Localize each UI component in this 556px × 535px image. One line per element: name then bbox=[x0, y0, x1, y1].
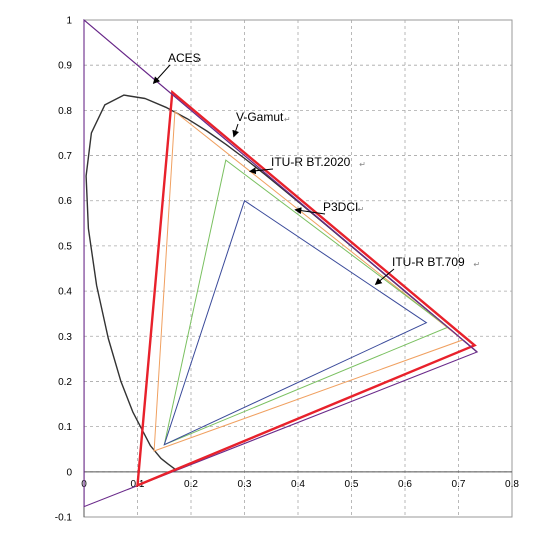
callout-label: V-Gamut bbox=[236, 110, 284, 124]
callout-p3dci: P3DCI ↵ bbox=[294, 200, 365, 215]
x-tick-label: 0.5 bbox=[345, 479, 359, 490]
tick-labels: 0 0.1 0.2 0.3 0.4 0.5 0.6 0.7 0.8-0.100.10.20.30… bbox=[55, 16, 520, 524]
y-tick-label: 0.4 bbox=[58, 287, 72, 298]
callout-label: ITU-R BT.709 bbox=[392, 255, 465, 269]
y-tick-label: 1 bbox=[66, 16, 72, 27]
return-mark: ↵ bbox=[196, 56, 203, 65]
y-tick-label: 0.2 bbox=[58, 377, 72, 388]
y-tick-label: -0.1 bbox=[55, 513, 73, 524]
callout-label: ACES bbox=[168, 51, 201, 65]
annotations: ACES↵V-Gamut ↵ITU-R BT.2020 ↵P3DCI ↵ITU-R B… bbox=[152, 51, 480, 285]
y-tick-label: 0.7 bbox=[58, 151, 72, 162]
gamut-itu-r-bt-709 bbox=[163, 199, 428, 446]
y-tick-label: 0.3 bbox=[58, 332, 72, 343]
x-tick-label: 0.4 bbox=[291, 479, 305, 490]
callout-aces: ACES↵ bbox=[152, 51, 203, 84]
callout-itu-r-bt-709: ITU-R BT.709 ↵ bbox=[374, 255, 480, 285]
return-mark: ↵ bbox=[359, 160, 366, 169]
callout-arrow bbox=[248, 167, 274, 175]
aces-diagonal-edge bbox=[83, 19, 478, 353]
y-tick-label: 0.9 bbox=[58, 61, 72, 72]
gamut-triangles bbox=[83, 18, 479, 508]
gamut-v-gamut bbox=[136, 89, 477, 488]
callout-v-gamut: V-Gamut ↵ bbox=[232, 110, 291, 138]
callout-arrow bbox=[374, 268, 395, 285]
return-mark: ↵ bbox=[473, 260, 480, 269]
return-mark: ↵ bbox=[358, 205, 365, 214]
gamut-p3dci bbox=[163, 159, 449, 446]
x-tick-label: 0.7 bbox=[452, 479, 466, 490]
callout-itu-r-bt-2020: ITU-R BT.2020 ↵ bbox=[248, 155, 366, 175]
y-tick-label: 0.5 bbox=[58, 241, 72, 252]
y-tick-label: 0.8 bbox=[58, 106, 72, 117]
x-tick-label: 0.2 bbox=[184, 479, 198, 490]
gamut-itu-r-bt-2020 bbox=[153, 110, 464, 452]
return-mark: ↵ bbox=[284, 115, 291, 124]
y-tick-label: 0.1 bbox=[58, 422, 72, 433]
x-tick-label: 0.3 bbox=[238, 479, 252, 490]
y-tick-label: 0.6 bbox=[58, 196, 72, 207]
x-tick-label: 0.8 bbox=[505, 479, 519, 490]
callout-arrow bbox=[152, 64, 171, 84]
y-tick-label: 0 bbox=[66, 467, 72, 478]
callout-arrow bbox=[232, 123, 240, 138]
callout-label: ITU-R BT.2020 bbox=[271, 155, 351, 169]
callout-label: P3DCI bbox=[323, 200, 358, 214]
callout-arrow bbox=[294, 207, 326, 215]
x-tick-label: 0.6 bbox=[398, 479, 412, 490]
